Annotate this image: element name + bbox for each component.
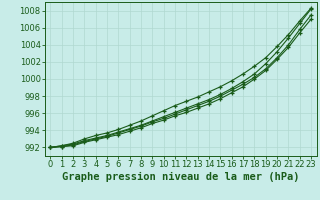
X-axis label: Graphe pression niveau de la mer (hPa): Graphe pression niveau de la mer (hPa) — [62, 172, 300, 182]
